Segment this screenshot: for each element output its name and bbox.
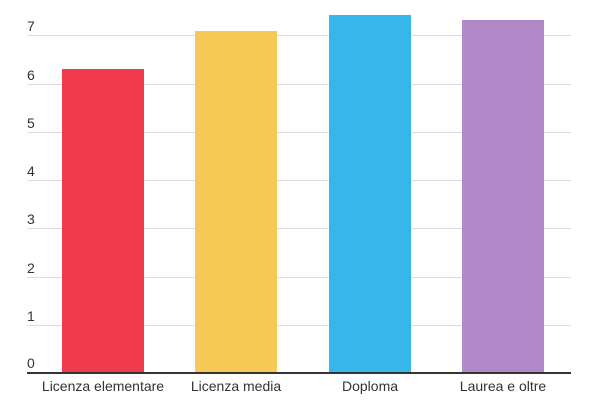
y-tick-1: 1 <box>27 308 35 324</box>
gridline-5 <box>27 132 571 133</box>
y-tick-4: 4 <box>27 163 35 179</box>
gridline-4 <box>27 180 571 181</box>
gridline-3 <box>27 228 571 229</box>
x-label-licenza-media: Licenza media <box>190 378 282 394</box>
y-tick-6: 6 <box>27 67 35 83</box>
gridline-1 <box>27 325 571 326</box>
x-label-doploma: Doploma <box>341 378 399 394</box>
bar-laurea-e-oltre <box>462 20 544 373</box>
gridline-7 <box>27 35 571 36</box>
x-axis-baseline <box>27 372 571 374</box>
x-label-laurea-e-oltre: Laurea e oltre <box>459 378 547 394</box>
bar-doploma <box>329 15 411 373</box>
y-tick-5: 5 <box>27 115 35 131</box>
gridline-2 <box>27 277 571 278</box>
gridline-6 <box>27 84 571 85</box>
y-tick-3: 3 <box>27 211 35 227</box>
y-tick-0: 0 <box>27 355 35 371</box>
bar-licenza-media <box>195 31 277 373</box>
y-tick-2: 2 <box>27 260 35 276</box>
bar-licenza-elementare <box>62 69 144 373</box>
x-label-licenza-elementare: Licenza elementare <box>41 378 165 394</box>
y-tick-7: 7 <box>27 18 35 34</box>
